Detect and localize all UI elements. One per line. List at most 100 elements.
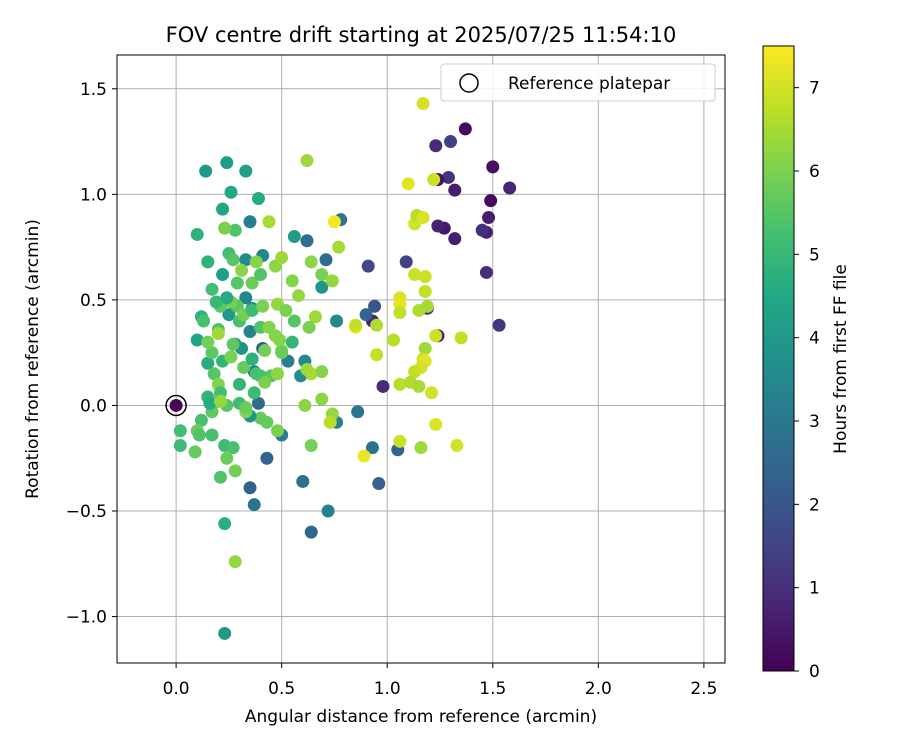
scatter-point xyxy=(315,392,329,406)
scatter-point xyxy=(429,329,443,343)
scatter-point xyxy=(285,335,299,349)
scatter-point xyxy=(245,352,259,366)
colorbar: 0 1 2 3 4 5 6 7 Hours from first FF file xyxy=(762,45,851,682)
scatter-point xyxy=(194,413,208,427)
scatter-point xyxy=(393,306,407,320)
scatter-point xyxy=(201,356,215,370)
scatter-point xyxy=(203,396,217,410)
scatter-point xyxy=(412,379,426,393)
scatter-point xyxy=(235,263,249,277)
scatter-point xyxy=(216,268,230,282)
scatter-point xyxy=(260,415,274,429)
scatter-point xyxy=(359,308,373,322)
scatter-point xyxy=(351,405,365,419)
x-tick-label: 1.0 xyxy=(374,679,401,699)
x-axis-label: Angular distance from reference (arcmin) xyxy=(245,707,597,727)
scatter-point xyxy=(372,477,386,491)
scatter-point xyxy=(270,424,284,438)
scatter-point xyxy=(275,346,289,360)
scatter-point xyxy=(273,333,287,347)
scatter-point xyxy=(209,295,223,309)
scatter-point xyxy=(256,299,270,313)
scatter-point xyxy=(414,441,428,455)
scatter-point xyxy=(431,219,445,233)
y-axis-label: Rotation from reference (arcmin) xyxy=(23,219,43,499)
scatter-point xyxy=(226,441,240,455)
scatter-point xyxy=(420,299,434,313)
scatter-point xyxy=(315,365,329,379)
scatter-point xyxy=(245,303,259,317)
scatter-point xyxy=(298,398,312,412)
scatter-point xyxy=(285,274,299,288)
y-tick-label: −1.0 xyxy=(66,608,107,628)
scatter-point xyxy=(300,154,314,168)
scatter-point xyxy=(226,253,240,267)
scatter-point xyxy=(330,314,344,328)
scatter-point xyxy=(416,211,430,225)
scatter-point xyxy=(190,333,204,347)
scatter-point xyxy=(304,439,318,453)
scatter-point xyxy=(205,428,219,442)
scatter-point xyxy=(287,314,301,328)
colorbar-tick-label: 6 xyxy=(809,162,820,182)
colorbar-tick-label: 7 xyxy=(809,79,820,99)
scatter-point xyxy=(408,268,422,282)
scatter-point xyxy=(287,230,301,244)
reference-platepar-marker xyxy=(165,394,187,417)
colorbar-tick-label: 3 xyxy=(809,412,820,432)
colorbar-tick-label: 0 xyxy=(809,662,820,682)
scatter-point xyxy=(224,185,238,199)
scatter-point xyxy=(275,251,289,265)
colorbar-tick-label: 4 xyxy=(809,329,820,349)
scatter-point xyxy=(243,215,257,229)
x-axis: 0.0 0.5 1.0 1.5 2.0 2.5 xyxy=(163,663,717,699)
scatter-point xyxy=(239,253,253,267)
colorbar-ticks: 0 1 2 3 4 5 6 7 xyxy=(794,79,820,682)
scatter-point xyxy=(232,377,246,391)
scatter-point xyxy=(237,360,251,374)
scatter-point xyxy=(444,135,458,149)
scatter-point xyxy=(251,396,265,410)
scatter-point xyxy=(319,253,333,267)
scatter-point xyxy=(213,470,227,484)
scatter-point xyxy=(239,401,253,415)
legend: Reference platepar xyxy=(440,63,716,102)
y-tick-label: 0.0 xyxy=(80,396,107,416)
scatter-point xyxy=(484,194,498,208)
scatter-point xyxy=(425,386,439,400)
scatter-point xyxy=(304,367,318,381)
scatter-point xyxy=(201,255,215,269)
scatter-point xyxy=(249,255,263,269)
scatter-point xyxy=(450,439,464,453)
scatter-point xyxy=(296,474,310,488)
legend-reference-marker xyxy=(459,73,479,93)
scatter-point xyxy=(239,164,253,178)
scatter-point xyxy=(243,481,257,495)
scatter-point xyxy=(188,445,202,459)
scatter-point xyxy=(399,255,413,269)
scatter-point xyxy=(279,303,293,317)
scatter-point xyxy=(454,331,468,345)
scatter-point xyxy=(173,439,187,453)
scatter-point xyxy=(475,223,489,237)
scatter-point xyxy=(427,173,441,187)
scatter-point xyxy=(315,268,329,282)
scatter-point xyxy=(228,223,242,237)
scatter-point xyxy=(368,299,382,313)
scatter-point xyxy=(376,379,390,393)
scatter-point xyxy=(315,280,329,294)
scatter-point xyxy=(243,325,257,339)
scatter-point xyxy=(169,398,183,412)
scatter-point xyxy=(251,192,265,206)
scatter-point xyxy=(323,415,337,429)
scatter-point xyxy=(262,215,276,229)
scatter-point xyxy=(349,318,363,332)
scatter-point xyxy=(300,234,314,248)
y-tick-label: 1.5 xyxy=(80,80,107,100)
scatter-point xyxy=(228,464,242,478)
y-tick-label: 1.0 xyxy=(80,185,107,205)
scatter-point xyxy=(213,394,227,408)
grid xyxy=(117,55,725,663)
y-tick-label: −0.5 xyxy=(66,502,107,522)
